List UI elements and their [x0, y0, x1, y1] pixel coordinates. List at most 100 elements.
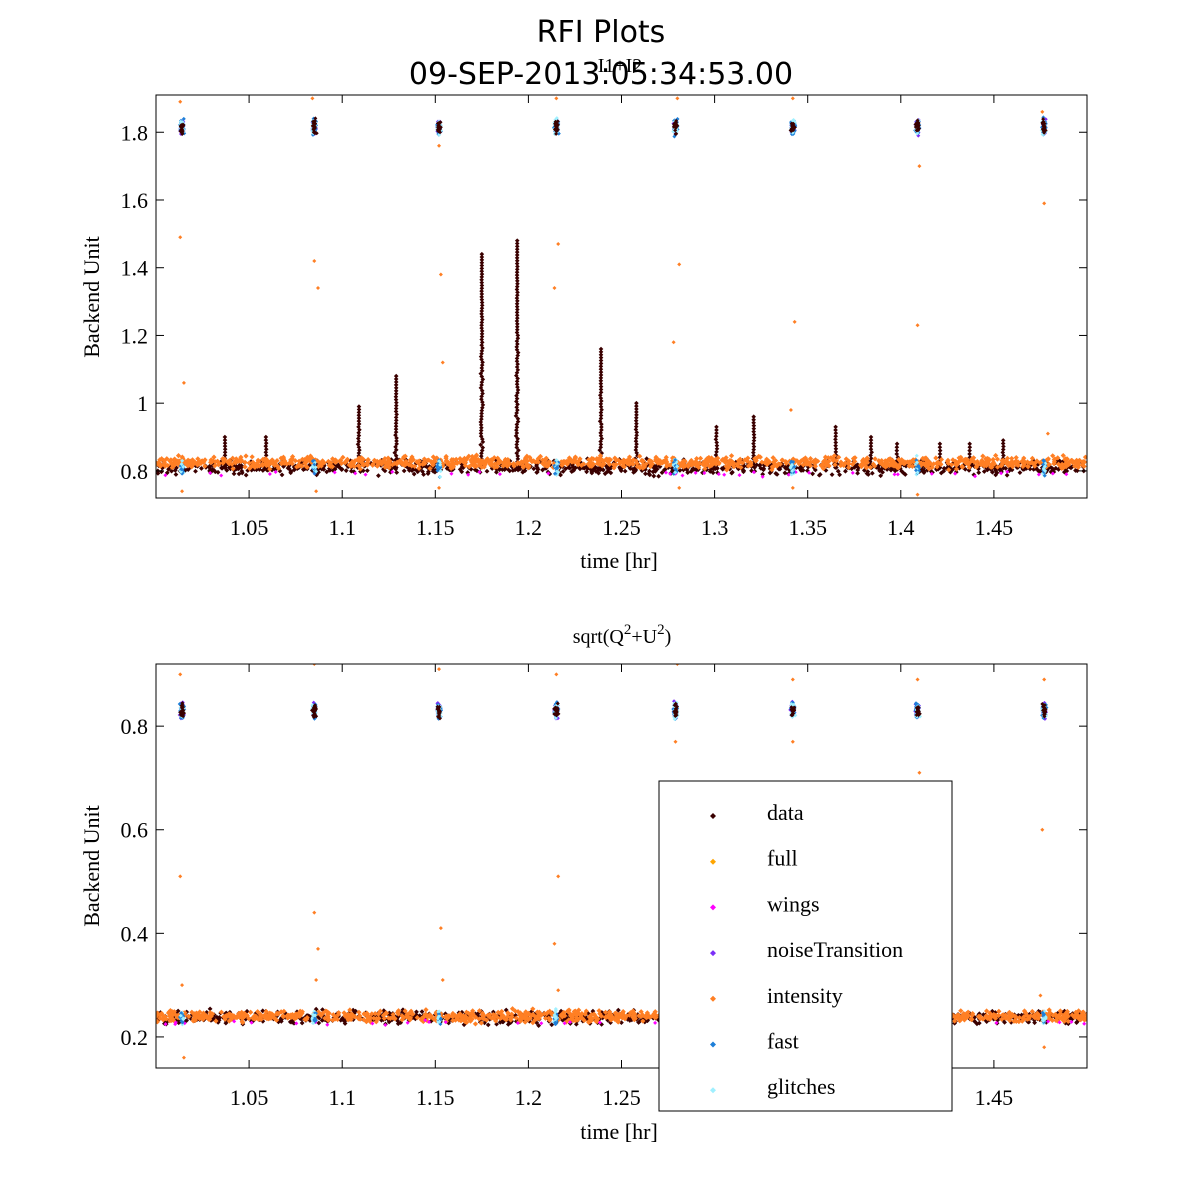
- data-point: [257, 467, 262, 472]
- intensity-point: [462, 463, 469, 469]
- data-spike-point: [356, 424, 361, 430]
- intensity-point: [735, 463, 741, 469]
- intensity-point: [242, 459, 248, 465]
- data-spike-point: [714, 427, 719, 433]
- intensity-point: [251, 462, 258, 468]
- intensity-point: [846, 458, 852, 464]
- wings-point: [1050, 471, 1055, 476]
- intensity-point: [1013, 454, 1019, 461]
- data-cal-point: [436, 123, 441, 128]
- data-spike-point: [479, 303, 485, 308]
- intensity-point: [696, 464, 702, 471]
- data-cal-point: [554, 122, 559, 127]
- intensity-point: [401, 462, 408, 469]
- data-spike-point: [514, 295, 520, 301]
- data-spike-point: [393, 409, 399, 414]
- intensity-point: [882, 458, 888, 464]
- data-spike-point: [515, 367, 521, 373]
- data-point: [584, 469, 590, 475]
- data-spike-point: [599, 398, 604, 404]
- intensity-point: [770, 455, 776, 461]
- data-spike-point: [515, 361, 520, 367]
- data-point: [798, 468, 804, 473]
- data-spike-point: [515, 290, 520, 295]
- wings-point: [702, 470, 707, 475]
- intensity-point: [872, 456, 878, 462]
- data-spike-point: [515, 384, 520, 390]
- data-point: [207, 463, 213, 469]
- data-point: [966, 467, 972, 473]
- data-spike-point: [357, 427, 362, 433]
- intensity-point: [961, 1017, 968, 1023]
- intensity-point: [220, 456, 226, 462]
- intensity-point: [488, 457, 494, 463]
- figure-timestamp: 09-SEP-2013:05:34:53.00: [409, 57, 793, 92]
- data-spike-point: [478, 419, 484, 425]
- data-point: [172, 467, 178, 473]
- intensity-point: [846, 464, 852, 471]
- intensity-point: [230, 466, 236, 472]
- data-point: [976, 1020, 982, 1026]
- data-spike-point: [393, 382, 399, 388]
- data-spike-point: [598, 349, 604, 355]
- data-spike-point: [514, 379, 520, 384]
- data-spike-point: [479, 263, 485, 268]
- data-point: [878, 473, 884, 479]
- data-spike-point: [480, 399, 485, 405]
- intensity-point: [424, 457, 430, 464]
- data-point: [316, 1020, 322, 1026]
- intensity-point: [815, 458, 821, 464]
- data-point: [659, 470, 665, 476]
- fast-baseline-point: [438, 469, 443, 474]
- intensity-point: [653, 456, 659, 462]
- data-point: [421, 472, 427, 477]
- intensity-point: [492, 461, 498, 467]
- intensity-outlier-point: [677, 485, 682, 490]
- wings-point: [973, 474, 978, 479]
- fast-baseline-point: [675, 464, 680, 469]
- y-tick-label: 1.6: [121, 188, 149, 213]
- data-spike-point: [515, 321, 520, 327]
- data-point: [540, 467, 545, 473]
- intensity-point: [269, 457, 275, 464]
- data-spike-point: [868, 446, 874, 452]
- intensity-point: [962, 456, 969, 462]
- data-spike-point: [479, 368, 485, 374]
- intensity-point: [769, 467, 775, 473]
- intensity-point: [209, 459, 215, 465]
- data-point: [619, 1020, 624, 1026]
- intensity-point: [1079, 462, 1085, 468]
- intensity-point: [389, 462, 395, 468]
- data-point: [285, 465, 291, 471]
- intensity-outlier-point: [180, 489, 185, 494]
- intensity-point: [1074, 457, 1080, 464]
- intensity-point: [429, 460, 436, 467]
- x-tick-label: 1.1: [328, 515, 356, 540]
- data-spike-point: [633, 438, 639, 444]
- fast-baseline-point: [673, 470, 678, 475]
- data-spike-point: [514, 246, 520, 252]
- data-spike-point: [263, 446, 269, 452]
- data-spike-point: [479, 362, 485, 368]
- intensity-point: [712, 459, 718, 466]
- intensity-panel: I1+I2 1.05 1.1 1.15 1.2 1.25 1.3 1.35 1.4 1.45 0…: [79, 55, 1088, 573]
- intensity-point: [227, 458, 233, 464]
- intensity-point: [1081, 463, 1087, 469]
- intensity-point: [511, 463, 517, 469]
- data-cal-point: [180, 131, 185, 136]
- data-spike-point: [479, 357, 484, 362]
- wings-point: [680, 473, 685, 478]
- fast-baseline-point: [789, 459, 794, 464]
- panel1-title: I1+I2: [598, 55, 643, 77]
- intensity-point: [192, 459, 198, 465]
- intensity-point: [220, 460, 226, 466]
- intensity-point: [421, 456, 428, 462]
- intensity-point: [1059, 461, 1065, 467]
- fast-baseline-point: [438, 465, 443, 470]
- intensity-point: [918, 460, 924, 466]
- intensity-point: [264, 459, 270, 465]
- data-cal-point: [312, 125, 317, 130]
- data-spike-point: [479, 280, 485, 285]
- data-spike-point: [223, 465, 228, 470]
- data-spike-point: [479, 283, 485, 288]
